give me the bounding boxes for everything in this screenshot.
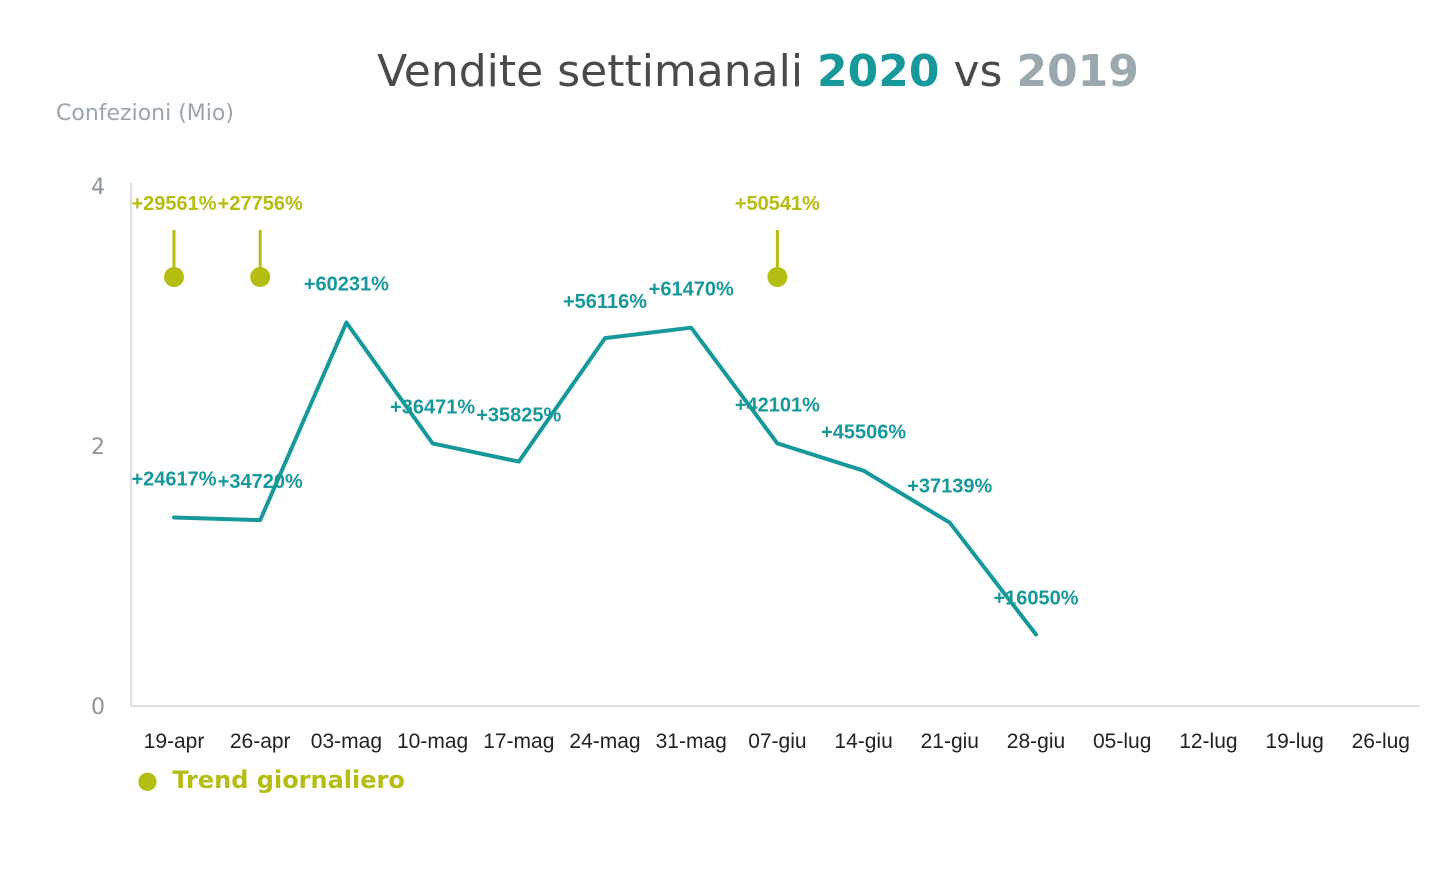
- x-tick-label: 19-lug: [1265, 730, 1323, 753]
- data-label: +61470%: [649, 279, 734, 301]
- legend-item-trend: ● Trend giornaliero: [137, 766, 405, 794]
- x-tick-label: 31-mag: [656, 730, 727, 753]
- data-label: +60231%: [304, 274, 389, 296]
- x-tick-label: 05-lug: [1093, 730, 1151, 753]
- data-label: +35825%: [476, 405, 561, 427]
- data-label: +56116%: [563, 291, 647, 313]
- x-tick-label: 21-giu: [921, 730, 979, 753]
- chart-title-2019: 2019: [1016, 46, 1138, 97]
- trend-marker: [767, 267, 788, 287]
- x-tick-label: 10-mag: [397, 730, 468, 753]
- data-label: +45506%: [821, 422, 906, 444]
- data-label: +42101%: [735, 394, 820, 416]
- x-tick-label: 24-mag: [569, 730, 640, 753]
- data-label: +16050%: [993, 588, 1078, 610]
- trend-label: +29561%: [131, 193, 216, 215]
- legend-marker: ●: [137, 766, 158, 794]
- y-tick-label: 2: [91, 435, 105, 460]
- x-tick-label: 17-mag: [483, 730, 554, 753]
- x-tick-label: 26-apr: [230, 730, 291, 753]
- x-tick-label: 28-giu: [1007, 730, 1065, 753]
- data-label: +34720%: [218, 471, 303, 493]
- chart-title-2020: 2020: [817, 46, 939, 97]
- trend-label: +50541%: [735, 193, 820, 215]
- data-label: +24617%: [131, 469, 216, 491]
- x-tick-label: 14-giu: [834, 730, 892, 753]
- x-tick-label: 07-giu: [748, 730, 806, 753]
- trend-marker: [164, 267, 184, 287]
- chart-title: Vendite settimanali 2020 vs 2019: [377, 46, 1139, 97]
- legend-label: Trend giornaliero: [172, 766, 405, 794]
- x-tick-label: 26-lug: [1352, 730, 1410, 753]
- data-label: +37139%: [907, 476, 992, 498]
- chart-title-middle: vs: [940, 46, 1017, 97]
- legend: ● Trend giornaliero: [137, 766, 405, 794]
- trend-label: +27756%: [218, 193, 303, 215]
- y-axis-label: Confezioni (Mio): [56, 101, 234, 126]
- plot-area: 0 2 4 19-apr 26-apr 03-mag 10-mag 17-mag 24-mag 3…: [91, 175, 1410, 753]
- x-tick-label: 19-apr: [144, 730, 205, 753]
- data-label: +36471%: [390, 396, 475, 418]
- chart-title-prefix: Vendite settimanali: [377, 46, 817, 97]
- y-tick-label: 4: [91, 175, 105, 200]
- x-tick-label: 12-lug: [1179, 730, 1237, 753]
- y-tick-label: 0: [91, 695, 105, 720]
- trend-marker: [250, 267, 271, 287]
- x-tick-label: 03-mag: [311, 730, 382, 753]
